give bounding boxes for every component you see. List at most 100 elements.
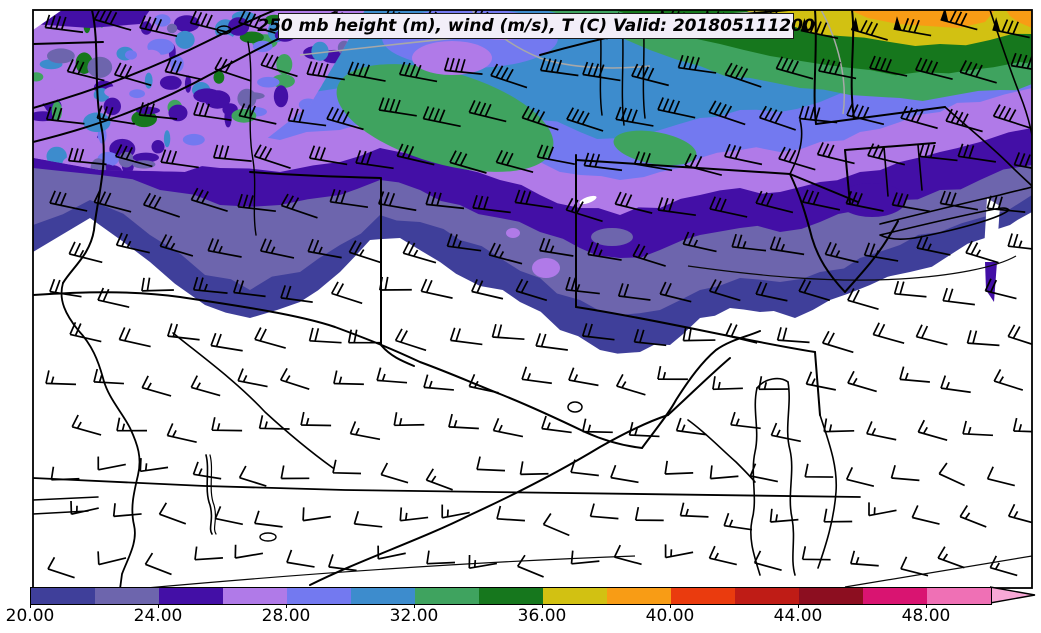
wind-barb	[446, 233, 482, 252]
wind-barb	[659, 281, 692, 303]
wind-barb	[142, 192, 180, 218]
wind-barb	[279, 367, 310, 391]
wind-barb	[491, 323, 525, 341]
wind-barb	[471, 279, 504, 300]
wind-barb	[778, 146, 816, 171]
wind-barb	[49, 190, 88, 212]
wind-barb	[708, 545, 737, 566]
wind-barb	[916, 235, 951, 256]
wind-barb	[992, 17, 1030, 39]
wind-barb	[758, 105, 796, 131]
wind-barb	[824, 241, 859, 264]
wind-barb	[449, 327, 483, 346]
wind-barb	[769, 508, 799, 523]
green-blob	[336, 64, 554, 172]
wind-barb	[535, 333, 568, 351]
wind-barb	[893, 16, 932, 37]
white-wedge	[984, 198, 1000, 263]
slate-pocket	[591, 228, 633, 246]
wind-barb	[539, 57, 579, 77]
wind-barb	[260, 52, 298, 78]
wind-barb	[253, 510, 283, 528]
wind-barb	[965, 240, 999, 264]
wind-barb	[582, 61, 621, 82]
wind-barb	[542, 513, 570, 537]
wind-barb	[306, 61, 345, 81]
wind-barb	[769, 236, 805, 256]
wind-barb	[610, 464, 639, 484]
wind-barb	[709, 465, 739, 480]
wind-barb	[93, 189, 132, 213]
wind-barb	[380, 462, 409, 484]
wind-barb	[915, 324, 948, 346]
wind-barb	[422, 106, 461, 128]
noise-blob	[35, 87, 59, 104]
wind-barb	[49, 278, 82, 298]
wind-barb	[614, 191, 653, 214]
noise-blob	[166, 23, 178, 34]
wind-barb	[333, 370, 364, 386]
wind-barb	[353, 510, 383, 528]
wind-barb	[496, 505, 525, 522]
noise-blob	[83, 112, 111, 133]
wind-barb	[798, 105, 838, 124]
wind-barb	[234, 544, 264, 559]
wind-barb	[755, 281, 788, 302]
colorbar-segment-22	[95, 588, 159, 604]
noise-blob	[33, 111, 57, 122]
wind-barb	[541, 415, 572, 434]
wind-barb	[770, 422, 801, 443]
wind-barb	[516, 554, 544, 578]
wind-barb	[664, 544, 694, 559]
wind-barb	[476, 456, 506, 472]
wind-barb	[521, 366, 552, 385]
wind-barb	[872, 322, 905, 344]
wind-barb	[634, 506, 664, 522]
wind-barb	[472, 195, 511, 214]
wind-barb	[918, 143, 958, 162]
wind-barb	[348, 240, 382, 264]
wind-barb	[214, 506, 243, 526]
wind-barb	[633, 328, 667, 347]
wind-barb	[942, 287, 975, 306]
wind-barb	[207, 238, 242, 258]
wind-barb	[300, 411, 332, 427]
wind-barb	[823, 508, 853, 523]
wind-barb	[192, 461, 222, 480]
fill-band	[850, 10, 995, 28]
wind-barb	[398, 61, 438, 83]
wind-barb	[258, 415, 290, 430]
noise-blob	[174, 15, 200, 32]
wind-barb	[166, 323, 200, 341]
wind-barb	[867, 143, 906, 166]
wind-barb	[347, 329, 381, 344]
noise-blob	[81, 97, 102, 117]
wind-barb	[615, 106, 654, 127]
wind-barb	[280, 285, 313, 303]
noise-blob	[154, 14, 171, 27]
wind-barb	[144, 552, 172, 576]
wind-barb	[1007, 233, 1032, 251]
noise-blob	[103, 97, 122, 116]
colorbar-segment-34	[479, 588, 543, 604]
wind-barb	[193, 101, 232, 122]
wind-barb	[536, 144, 575, 166]
wind-barb	[425, 468, 453, 491]
wind-barb	[723, 512, 753, 531]
noise-blob	[129, 89, 146, 99]
wind-barb	[845, 190, 884, 212]
wind-barb	[192, 276, 228, 294]
wind-barb	[47, 556, 75, 579]
wind-barb	[709, 196, 748, 218]
wind-barb	[989, 555, 1018, 577]
wind-barb	[468, 100, 507, 123]
noise-blob	[144, 72, 153, 89]
wind-barb	[801, 189, 841, 211]
wind-barb	[992, 104, 1031, 129]
wind-barb	[332, 459, 362, 475]
wind-barb	[1007, 324, 1032, 348]
wind-barb	[657, 365, 688, 381]
wind-barb	[583, 152, 623, 172]
wind-barb	[238, 103, 277, 125]
wind-barb	[565, 276, 600, 295]
